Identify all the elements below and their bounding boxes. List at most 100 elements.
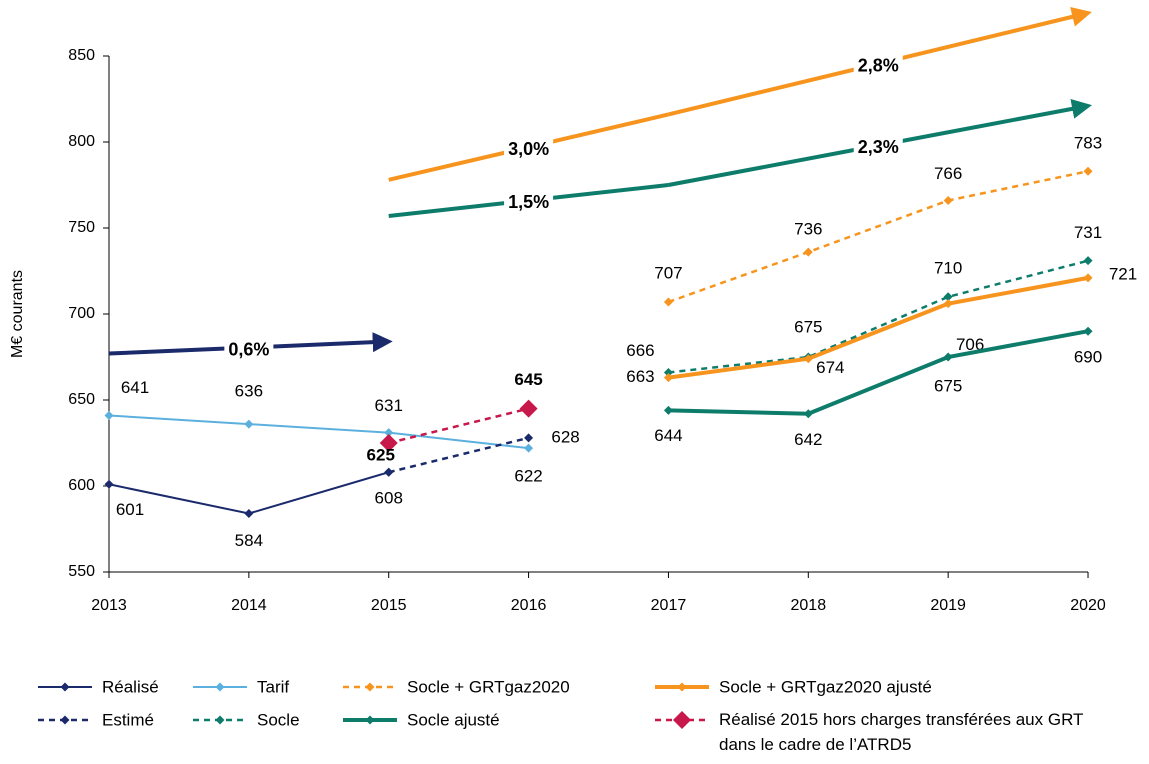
legend-label: Socle + GRTgaz2020 ajusté bbox=[719, 677, 932, 696]
point bbox=[104, 410, 114, 420]
series-line bbox=[668, 170, 1089, 304]
series-line bbox=[668, 275, 1089, 380]
series-line bbox=[388, 407, 529, 445]
trend-label-bg bbox=[853, 54, 903, 77]
point bbox=[104, 479, 114, 489]
data-label: 666 bbox=[626, 341, 654, 360]
point bbox=[244, 509, 254, 519]
x-tick-label: 2013 bbox=[91, 597, 127, 614]
data-label: 706 bbox=[956, 335, 984, 354]
data-label: 710 bbox=[934, 258, 962, 277]
data-label: 642 bbox=[794, 430, 822, 449]
data-label: 645 bbox=[514, 370, 542, 389]
point bbox=[524, 443, 534, 453]
data-label: 736 bbox=[794, 220, 822, 239]
point bbox=[803, 409, 813, 419]
legend-label: Réalisé 2015 hors charges transférées au… bbox=[719, 710, 1084, 754]
data-label: 731 bbox=[1074, 223, 1102, 242]
point bbox=[1083, 256, 1093, 266]
data-label: 690 bbox=[1074, 348, 1102, 367]
point bbox=[1083, 166, 1093, 176]
data-label: 766 bbox=[934, 164, 962, 183]
data-label: 608 bbox=[375, 489, 403, 508]
y-tick-label: 750 bbox=[68, 219, 95, 236]
data-label: 663 bbox=[626, 367, 654, 386]
data-label: 622 bbox=[514, 467, 542, 486]
legend-marker bbox=[673, 711, 691, 729]
legend-text-box: Réalisé 2015 hors charges transférées au… bbox=[719, 710, 1084, 754]
trend-label: 2,8% bbox=[858, 55, 899, 75]
point bbox=[803, 354, 813, 364]
trend-label: 2,3% bbox=[858, 137, 899, 157]
y-tick-label: 700 bbox=[68, 305, 95, 322]
series-line bbox=[668, 329, 1089, 416]
point bbox=[943, 195, 953, 205]
data-label: 783 bbox=[1074, 134, 1102, 153]
x-tick-label: 2020 bbox=[1070, 597, 1106, 614]
data-label: 644 bbox=[654, 426, 682, 445]
y-tick-label: 600 bbox=[68, 477, 95, 494]
data-label: 584 bbox=[235, 531, 263, 550]
point bbox=[1083, 273, 1093, 283]
trend-label-bg bbox=[853, 136, 903, 159]
data-label: 625 bbox=[367, 445, 395, 464]
point bbox=[519, 399, 538, 418]
data-label: 707 bbox=[654, 263, 682, 282]
legend-label: Tarif bbox=[257, 677, 289, 696]
point bbox=[663, 297, 673, 307]
point bbox=[943, 292, 953, 302]
legend-label: Réalisé bbox=[102, 677, 159, 696]
point bbox=[1083, 326, 1093, 336]
data-label: 601 bbox=[116, 500, 144, 519]
legend-marker bbox=[215, 715, 225, 725]
legend-marker bbox=[60, 715, 70, 725]
series-line bbox=[108, 414, 529, 450]
data-label: 628 bbox=[551, 427, 579, 446]
x-tick-label: 2014 bbox=[231, 597, 267, 614]
point bbox=[384, 428, 394, 438]
legend-marker bbox=[60, 682, 70, 692]
legend-label: Socle ajusté bbox=[407, 710, 500, 729]
legend-label: Socle + GRTgaz2020 bbox=[407, 677, 570, 696]
x-tick-label: 2018 bbox=[791, 597, 827, 614]
trend-label: 0,6% bbox=[228, 339, 269, 359]
legend-label: Estimé bbox=[102, 710, 154, 729]
point bbox=[943, 352, 953, 362]
series-line bbox=[668, 259, 1089, 374]
trend-label-bg bbox=[224, 338, 274, 361]
y-tick-label: 800 bbox=[68, 133, 95, 150]
point bbox=[943, 299, 953, 309]
data-label: 675 bbox=[934, 376, 962, 395]
point bbox=[663, 367, 673, 377]
y-tick-label: 850 bbox=[68, 47, 95, 64]
trend-label-bg bbox=[504, 137, 554, 160]
trend-label-bg bbox=[504, 191, 554, 214]
legend-marker bbox=[365, 715, 375, 725]
x-tick-label: 2016 bbox=[511, 597, 547, 614]
trend-label: 1,5% bbox=[508, 192, 549, 212]
point bbox=[803, 247, 813, 257]
point bbox=[384, 467, 394, 477]
point bbox=[524, 433, 534, 443]
y-tick-label: 550 bbox=[68, 563, 95, 580]
series-line bbox=[388, 436, 529, 474]
x-tick-label: 2015 bbox=[371, 597, 407, 614]
point bbox=[663, 405, 673, 415]
point bbox=[244, 419, 254, 429]
y-tick-label: 650 bbox=[68, 391, 95, 408]
point bbox=[379, 434, 398, 452]
trend-label: 3,0% bbox=[508, 139, 549, 159]
data-label: 631 bbox=[375, 396, 403, 415]
x-tick-label: 2017 bbox=[651, 597, 687, 614]
data-label: 674 bbox=[816, 358, 844, 377]
y-axis-label: M€ courants bbox=[9, 270, 26, 358]
x-tick-label: 2019 bbox=[930, 597, 966, 614]
legend-marker bbox=[215, 682, 225, 692]
legend-marker bbox=[677, 682, 687, 692]
data-label: 641 bbox=[121, 378, 149, 397]
series-line bbox=[108, 471, 390, 515]
data-label: 636 bbox=[235, 382, 263, 401]
data-label: 675 bbox=[794, 317, 822, 336]
legend-marker bbox=[365, 682, 375, 692]
